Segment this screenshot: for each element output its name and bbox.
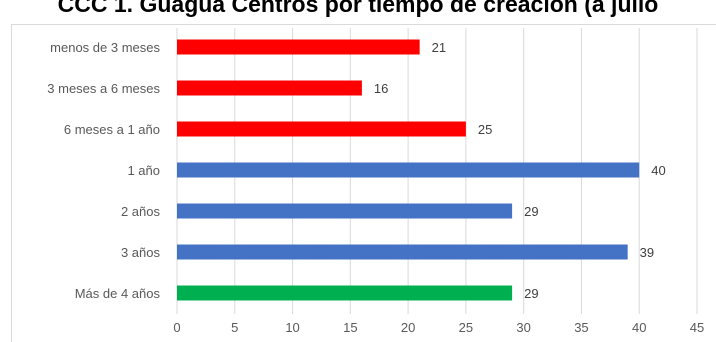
x-tick-label: 35 [574, 320, 588, 335]
x-tick-label: 0 [173, 320, 180, 335]
data-label: 21 [432, 40, 446, 55]
bar [177, 244, 628, 260]
category-labels: menos de 3 meses 3 meses a 6 meses 6 meses… [47, 40, 160, 301]
data-label: 29 [524, 204, 538, 219]
category-label: Más de 4 años [75, 286, 161, 301]
bar [177, 39, 420, 55]
x-tick-label: 15 [343, 320, 357, 335]
x-tick-labels: 0 5 10 15 20 25 30 35 40 45 [173, 320, 704, 335]
data-label: 29 [524, 286, 538, 301]
x-tick-label: 45 [690, 320, 704, 335]
bar [177, 285, 513, 301]
x-tick-label: 40 [632, 320, 646, 335]
bars [177, 39, 640, 301]
category-label: 3 meses a 6 meses [47, 81, 160, 96]
x-tick-label: 30 [516, 320, 530, 335]
x-tick-label: 20 [401, 320, 415, 335]
bar [177, 162, 640, 178]
data-label: 39 [640, 245, 654, 260]
category-label: menos de 3 meses [50, 40, 160, 55]
x-tick-label: 5 [231, 320, 238, 335]
data-label: 25 [478, 122, 492, 137]
bar [177, 121, 466, 137]
bar [177, 203, 513, 219]
chart-title: CCC 1. Guagua Centros por tiempo de crea… [57, 0, 659, 17]
chart-frame [11, 24, 716, 342]
data-labels: 21 16 25 40 29 39 29 [374, 40, 666, 301]
x-tick-label: 10 [285, 320, 299, 335]
data-label: 40 [651, 163, 665, 178]
category-label: 1 año [127, 163, 160, 178]
bar [177, 80, 362, 96]
x-tick-label: 25 [459, 320, 473, 335]
category-label: 3 años [121, 245, 161, 260]
data-label: 16 [374, 81, 388, 96]
category-label: 2 años [121, 204, 161, 219]
category-label: 6 meses a 1 año [64, 122, 160, 137]
